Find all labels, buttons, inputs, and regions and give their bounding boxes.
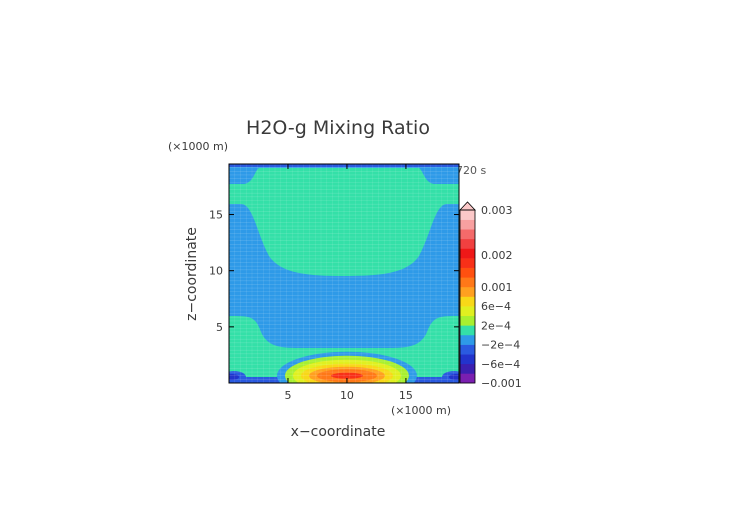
colorbar-label: −0.001 [481,377,522,390]
colorbar-swatch [460,219,475,230]
colorbar-label: 0.003 [481,204,513,217]
colorbar-swatch [460,248,475,259]
x-tick-label: 15 [399,389,413,402]
y-axis-label: z−coordinate [184,227,200,321]
field-upper-moist [229,168,459,276]
y-tick-label: 10 [209,265,223,278]
colorbar-swatch [460,373,475,384]
field-left-corner-core [229,374,239,380]
chart-title: H2O-g Mixing Ratio [246,117,430,139]
colorbar-swatch [460,363,475,374]
y-unit-label: (×1000 m) [168,140,228,153]
x-tick-label: 5 [284,389,291,402]
colorbar-label: 2e−4 [481,319,511,332]
x-unit-label: (×1000 m) [391,404,451,417]
bubble-center [330,372,363,379]
colorbar-swatch [460,267,475,278]
colorbar-swatch [460,296,475,307]
field-right-corner-core [449,374,459,380]
colorbar-swatch [460,286,475,297]
plot-frame [228,163,460,384]
colorbar-label: 0.002 [481,249,513,262]
colorbar: 0.003 0.002 0.001 6e−4 2e−4 −2e−4 −6e−4 −0.001 [459,201,522,390]
time-label: 720 s [456,164,486,177]
colorbar-swatch [460,334,475,345]
colorbar-swatch [460,325,475,336]
x-axis-label: x−coordinate [291,424,386,440]
y-tick-label: 15 [209,209,223,222]
colorbar-swatch [460,354,475,365]
colorbar-swatch [460,210,475,220]
colorbar-frame [459,209,476,384]
y-axis-ticks: 5 10 15 [209,209,459,334]
x-tick-label: 10 [340,389,354,402]
field-top-band [229,164,459,167]
colorbar-swatch [460,229,475,240]
colorbar-label: −2e−4 [481,339,520,352]
colorbar-swatch [460,258,475,268]
colorbar-swatch [460,344,475,355]
colorbar-swatch [460,306,475,317]
y-tick-label: 5 [216,321,223,334]
colorbar-label: −6e−4 [481,358,520,371]
colorbar-swatch [460,277,475,288]
colorbar-swatch [460,238,475,249]
contour-plot-area [228,163,460,384]
colorbar-swatch [460,315,475,326]
colorbar-label: 6e−4 [481,300,511,313]
colorbar-extend-arrow [459,201,476,211]
colorbar-label: 0.001 [481,281,513,294]
x-axis-ticks: 5 10 15 [284,164,413,402]
